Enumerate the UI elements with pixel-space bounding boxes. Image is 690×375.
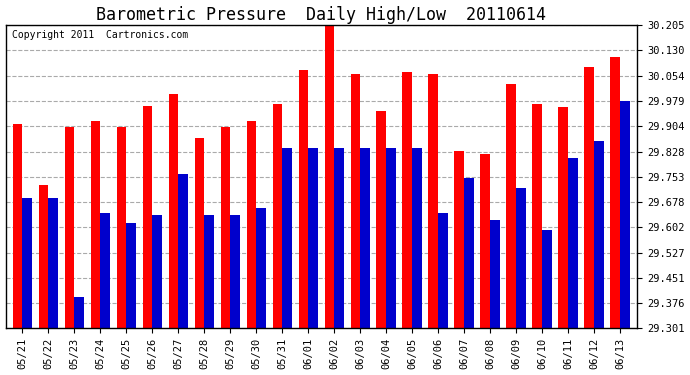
Bar <box>195 138 204 328</box>
Bar <box>273 104 282 328</box>
Bar <box>101 213 110 328</box>
Bar <box>23 198 32 328</box>
Text: Copyright 2011  Cartronics.com: Copyright 2011 Cartronics.com <box>12 30 188 40</box>
Bar <box>230 215 240 328</box>
Bar <box>204 215 215 328</box>
Bar <box>569 158 578 328</box>
Bar <box>299 70 308 328</box>
Bar <box>594 141 604 328</box>
Bar <box>516 188 526 328</box>
Title: Barometric Pressure  Daily High/Low  20110614: Barometric Pressure Daily High/Low 20110… <box>97 6 546 24</box>
Bar <box>491 220 500 328</box>
Bar <box>584 67 594 328</box>
Bar <box>282 148 293 328</box>
Bar <box>39 184 48 328</box>
Bar <box>413 148 422 328</box>
Bar <box>246 121 257 328</box>
Bar <box>221 128 230 328</box>
Bar <box>377 111 386 328</box>
Bar <box>90 121 101 328</box>
Bar <box>179 174 188 328</box>
Bar <box>75 297 84 328</box>
Bar <box>12 124 23 328</box>
Bar <box>126 223 137 328</box>
Bar <box>168 94 179 328</box>
Bar <box>558 107 569 328</box>
Bar <box>438 213 449 328</box>
Bar <box>117 128 126 328</box>
Bar <box>152 215 162 328</box>
Bar <box>351 74 360 328</box>
Bar <box>65 128 75 328</box>
Bar <box>257 208 266 328</box>
Bar <box>480 154 491 328</box>
Bar <box>611 57 620 328</box>
Bar <box>386 148 396 328</box>
Bar <box>335 148 344 328</box>
Bar <box>533 104 542 328</box>
Bar <box>428 74 438 328</box>
Bar <box>360 148 371 328</box>
Bar <box>48 198 59 328</box>
Bar <box>542 230 552 328</box>
Bar <box>455 151 464 328</box>
Bar <box>620 100 630 328</box>
Bar <box>143 106 152 328</box>
Bar <box>464 178 474 328</box>
Bar <box>324 17 335 328</box>
Bar <box>308 148 318 328</box>
Bar <box>402 72 413 328</box>
Bar <box>506 84 516 328</box>
